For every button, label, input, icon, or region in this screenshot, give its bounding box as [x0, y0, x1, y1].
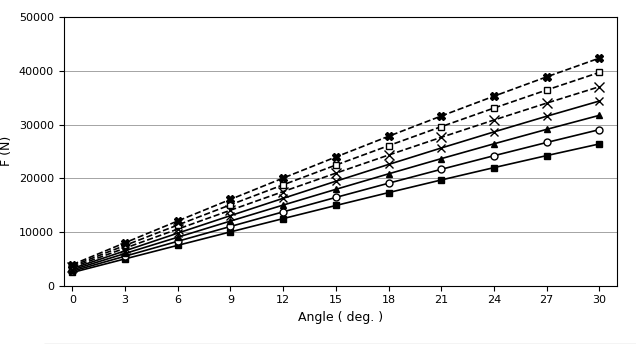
trailer mass = 2250 kg	[121, 249, 129, 253]
trailer mass = 2750 kg	[332, 171, 340, 175]
trailer mass = 3750 kg	[69, 262, 76, 267]
trailer mass = 3750 kg	[279, 176, 287, 180]
trailer mass = 1750 kg	[385, 172, 392, 176]
trailer mass = 3750 kg	[595, 56, 603, 60]
trailer mass = 750 kg	[69, 270, 76, 275]
trailer mass = 2750 kg	[595, 85, 603, 89]
trailer mass = 2250 kg	[490, 130, 498, 134]
trailer mass = 1250 kg	[332, 195, 340, 200]
trailer mass = 750 kg	[174, 243, 182, 247]
trailer mass = 750 kg	[121, 257, 129, 261]
trailer mass = 1750 kg	[69, 268, 76, 272]
trailer mass = 1250 kg	[226, 224, 234, 228]
trailer mass = 3250 kg	[543, 88, 551, 92]
trailer mass = 750 kg	[226, 230, 234, 234]
trailer mass = 2250 kg	[595, 99, 603, 103]
trailer mass = 3250 kg	[490, 106, 498, 110]
Line: trailer mass = 2750 kg: trailer mass = 2750 kg	[67, 82, 604, 272]
trailer mass = 1250 kg	[385, 181, 392, 185]
trailer mass = 750 kg	[595, 142, 603, 146]
trailer mass = 750 kg	[385, 191, 392, 195]
trailer mass = 1250 kg	[121, 254, 129, 258]
trailer mass = 1750 kg	[226, 219, 234, 223]
Line: trailer mass = 2250 kg: trailer mass = 2250 kg	[68, 97, 604, 273]
trailer mass = 2750 kg	[438, 135, 445, 139]
Line: trailer mass = 750 kg: trailer mass = 750 kg	[69, 141, 602, 275]
trailer mass = 3750 kg	[121, 241, 129, 245]
X-axis label: Angle ( deg. ): Angle ( deg. )	[298, 311, 383, 324]
trailer mass = 1750 kg	[490, 142, 498, 146]
trailer mass = 750 kg	[543, 153, 551, 158]
trailer mass = 1750 kg	[121, 251, 129, 256]
trailer mass = 3250 kg	[385, 143, 392, 148]
trailer mass = 3750 kg	[174, 219, 182, 223]
trailer mass = 3250 kg	[438, 125, 445, 129]
Line: trailer mass = 3750 kg: trailer mass = 3750 kg	[68, 54, 604, 269]
Line: trailer mass = 1750 kg: trailer mass = 1750 kg	[69, 112, 603, 273]
trailer mass = 3750 kg	[438, 114, 445, 118]
trailer mass = 750 kg	[279, 216, 287, 221]
trailer mass = 1250 kg	[69, 269, 76, 273]
trailer mass = 2250 kg	[543, 114, 551, 118]
Y-axis label: F (N): F (N)	[0, 136, 13, 166]
trailer mass = 3250 kg	[595, 71, 603, 75]
trailer mass = 2250 kg	[438, 146, 445, 150]
trailer mass = 1250 kg	[174, 239, 182, 243]
trailer mass = 3250 kg	[121, 243, 129, 247]
trailer mass = 2250 kg	[69, 267, 76, 271]
trailer mass = 750 kg	[490, 165, 498, 170]
trailer mass = 3750 kg	[543, 75, 551, 79]
Line: trailer mass = 3250 kg: trailer mass = 3250 kg	[69, 69, 603, 269]
trailer mass = 3750 kg	[226, 197, 234, 202]
trailer mass = 2750 kg	[121, 246, 129, 250]
trailer mass = 2250 kg	[385, 162, 392, 166]
trailer mass = 2750 kg	[490, 118, 498, 122]
trailer mass = 2250 kg	[226, 214, 234, 218]
trailer mass = 3250 kg	[279, 183, 287, 187]
trailer mass = 3750 kg	[490, 94, 498, 98]
trailer mass = 1250 kg	[490, 154, 498, 158]
trailer mass = 2750 kg	[174, 227, 182, 231]
trailer mass = 2250 kg	[279, 196, 287, 200]
trailer mass = 2750 kg	[279, 190, 287, 194]
trailer mass = 3250 kg	[332, 163, 340, 167]
trailer mass = 1750 kg	[595, 113, 603, 117]
trailer mass = 750 kg	[332, 203, 340, 207]
trailer mass = 1750 kg	[279, 203, 287, 207]
Line: trailer mass = 1250 kg: trailer mass = 1250 kg	[69, 126, 603, 275]
trailer mass = 3250 kg	[174, 223, 182, 227]
trailer mass = 3250 kg	[226, 203, 234, 207]
trailer mass = 1250 kg	[438, 167, 445, 171]
trailer mass = 2750 kg	[385, 153, 392, 157]
trailer mass = 750 kg	[438, 178, 445, 182]
trailer mass = 1250 kg	[543, 140, 551, 144]
trailer mass = 2750 kg	[69, 265, 76, 269]
trailer mass = 3750 kg	[385, 134, 392, 138]
trailer mass = 1750 kg	[438, 157, 445, 161]
trailer mass = 1250 kg	[595, 128, 603, 132]
trailer mass = 1750 kg	[174, 235, 182, 239]
trailer mass = 2750 kg	[226, 208, 234, 212]
trailer mass = 3750 kg	[332, 155, 340, 159]
trailer mass = 2750 kg	[543, 101, 551, 105]
trailer mass = 2250 kg	[174, 231, 182, 235]
trailer mass = 2250 kg	[332, 179, 340, 183]
trailer mass = 1250 kg	[279, 210, 287, 214]
trailer mass = 1750 kg	[543, 127, 551, 131]
trailer mass = 3250 kg	[69, 264, 76, 268]
trailer mass = 1750 kg	[332, 187, 340, 191]
